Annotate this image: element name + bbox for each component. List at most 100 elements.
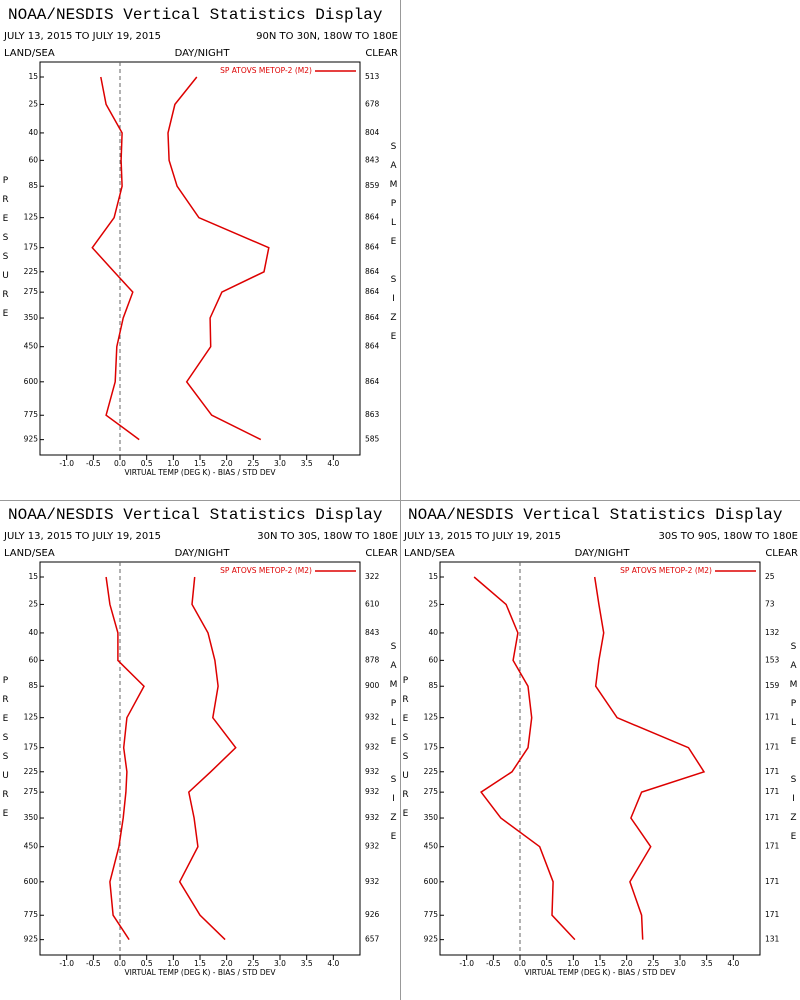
- sample-size: 864: [365, 267, 380, 276]
- sample-size: 171: [765, 910, 780, 919]
- region: 30S TO 90S, 180W TO 180E: [658, 531, 798, 542]
- header-label: LAND/SEA: [4, 48, 55, 59]
- x-tick-label: 3.0: [274, 959, 286, 968]
- x-tick-label: 3.5: [301, 959, 313, 968]
- bias-line: [473, 576, 576, 941]
- header-label: DAY/NIGHT: [175, 548, 231, 559]
- legend-label: SP ATOVS METOP-2 (M2): [220, 566, 312, 575]
- sample-size: 932: [365, 813, 380, 822]
- sample-size: 678: [365, 99, 380, 108]
- header-label: LAND/SEA: [4, 548, 55, 559]
- sample-size: 932: [365, 787, 380, 796]
- header-label: CLEAR: [365, 548, 398, 559]
- header-label: CLEAR: [765, 548, 798, 559]
- chart-panel: NOAA/NESDIS Vertical Statistics Display J…: [401, 506, 799, 977]
- y-tick-label: 225: [424, 767, 439, 776]
- y2-axis-label: SAMPLE SIZE: [389, 642, 399, 851]
- y-tick-label: 275: [24, 787, 39, 796]
- sample-size: 932: [365, 877, 380, 886]
- y-tick-label: 15: [428, 572, 438, 581]
- y-tick-label: 600: [424, 877, 439, 886]
- sample-size: 171: [765, 787, 780, 796]
- y-tick-label: 85: [28, 181, 38, 190]
- x-tick-label: 4.0: [727, 959, 739, 968]
- y-tick-label: 350: [24, 313, 39, 322]
- sample-size: 864: [365, 313, 380, 322]
- x-tick-label: 2.0: [221, 959, 233, 968]
- sample-size: 73: [765, 599, 775, 608]
- sample-size: 132: [765, 628, 780, 637]
- y-tick-label: 175: [24, 243, 39, 252]
- chart-panel: NOAA/NESDIS Vertical Statistics Display J…: [1, 506, 399, 977]
- x-tick-label: 0.5: [141, 959, 153, 968]
- y-tick-label: 225: [24, 767, 39, 776]
- x-tick-label: -0.5: [486, 959, 501, 968]
- y-tick-label: 775: [24, 410, 39, 419]
- y-tick-label: 350: [24, 813, 39, 822]
- y-tick-label: 175: [424, 743, 439, 752]
- sample-size: 159: [765, 681, 780, 690]
- y-tick-label: 25: [28, 99, 38, 108]
- x-tick-label: 0.0: [114, 959, 126, 968]
- x-tick-label: 1.0: [567, 959, 579, 968]
- y-tick-label: 450: [24, 842, 39, 851]
- sample-size: 863: [365, 410, 380, 419]
- sample-size: 932: [365, 767, 380, 776]
- y-tick-label: 125: [24, 713, 39, 722]
- y2-axis-label: SAMPLE SIZE: [789, 642, 799, 851]
- y-axis-label: PRESSURE: [1, 676, 11, 828]
- y-tick-label: 40: [28, 128, 38, 137]
- x-axis-label: VIRTUAL TEMP (DEG K) - BIAS / STD DEV: [124, 968, 276, 977]
- x-tick-label: 3.5: [301, 459, 313, 468]
- title: NOAA/NESDIS Vertical Statistics Display: [8, 506, 383, 524]
- sample-size: 610: [365, 599, 380, 608]
- x-tick-label: -1.0: [59, 459, 74, 468]
- y-tick-label: 925: [24, 435, 39, 444]
- sample-size: 932: [365, 842, 380, 851]
- y-tick-label: 450: [424, 842, 439, 851]
- x-tick-label: 0.5: [541, 959, 553, 968]
- y-tick-label: 60: [28, 155, 38, 164]
- date-range: JULY 13, 2015 TO JULY 19, 2015: [3, 31, 161, 42]
- bias-line: [105, 576, 145, 941]
- sample-size: 171: [765, 713, 780, 722]
- date-range: JULY 13, 2015 TO JULY 19, 2015: [3, 531, 161, 542]
- sample-size: 585: [365, 435, 380, 444]
- sample-size: 859: [365, 181, 380, 190]
- std-dev-line: [167, 76, 270, 441]
- sample-size: 900: [365, 681, 380, 690]
- y-tick-label: 60: [428, 655, 438, 664]
- x-tick-label: 3.5: [701, 959, 713, 968]
- legend-label: SP ATOVS METOP-2 (M2): [620, 566, 712, 575]
- bias-line: [91, 76, 140, 441]
- y-tick-label: 350: [424, 813, 439, 822]
- y-tick-label: 40: [28, 628, 38, 637]
- y-tick-label: 15: [28, 72, 38, 81]
- y-tick-label: 925: [424, 935, 439, 944]
- sample-size: 804: [365, 128, 380, 137]
- std-dev-line: [593, 576, 706, 940]
- x-tick-label: 0.0: [514, 959, 526, 968]
- sample-size: 926: [365, 910, 380, 919]
- x-tick-label: -1.0: [59, 959, 74, 968]
- y-tick-label: 175: [24, 743, 39, 752]
- x-tick-label: -1.0: [459, 959, 474, 968]
- x-tick-label: 3.0: [274, 459, 286, 468]
- sample-size: 864: [365, 377, 380, 386]
- std-dev-line: [178, 576, 237, 941]
- x-tick-label: 4.0: [327, 459, 339, 468]
- header-label: CLEAR: [365, 48, 398, 59]
- sample-size: 843: [365, 628, 380, 637]
- sample-size: 322: [365, 572, 380, 581]
- title: NOAA/NESDIS Vertical Statistics Display: [408, 506, 783, 524]
- header-label: LAND/SEA: [404, 548, 455, 559]
- x-tick-label: -0.5: [86, 959, 101, 968]
- sample-size: 25: [765, 572, 775, 581]
- sample-size: 878: [365, 655, 380, 664]
- x-tick-label: 2.0: [621, 959, 633, 968]
- sample-size: 932: [365, 713, 380, 722]
- sample-size: 171: [765, 743, 780, 752]
- y-tick-label: 600: [24, 877, 39, 886]
- sample-size: 131: [765, 935, 780, 944]
